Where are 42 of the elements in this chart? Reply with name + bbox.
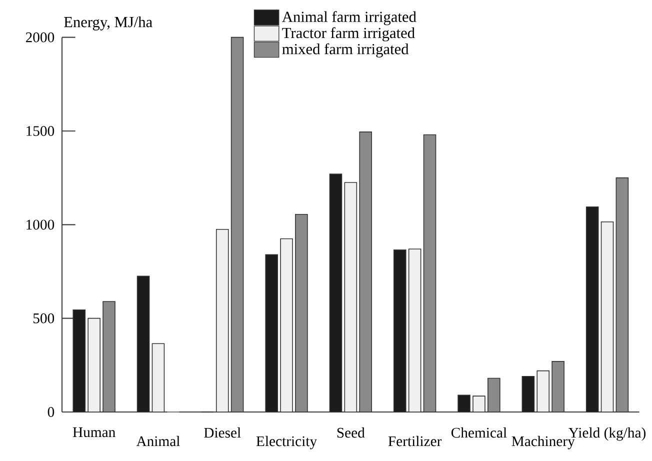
- bar: [359, 132, 372, 412]
- x-tick-label: Human: [72, 427, 116, 438]
- bar: [230, 36, 244, 412]
- bar: [88, 318, 100, 412]
- bar: [216, 228, 229, 412]
- y-tick-label: 0: [48, 407, 54, 417]
- bar: [586, 206, 599, 412]
- bar: [552, 361, 564, 412]
- bar: [408, 248, 422, 412]
- bar: [280, 238, 293, 412]
- legend-label: Tractor farm irrigated: [282, 27, 415, 42]
- legend-label: mixed farm irrigated: [282, 43, 409, 58]
- x-tick-label: Seed: [337, 427, 365, 438]
- bar: [329, 174, 342, 412]
- bar: [136, 276, 150, 412]
- bar: [536, 370, 550, 412]
- bar: [616, 177, 629, 412]
- bar: [600, 221, 614, 412]
- bar: [265, 254, 278, 412]
- bar: [472, 396, 486, 412]
- x-tick-label: Diesel: [204, 427, 241, 438]
- y-tick-label: 1000: [26, 220, 54, 230]
- x-tick-label: Chemical: [451, 427, 507, 438]
- y-tick-label: 500: [33, 313, 54, 324]
- x-tick-label: Machinery: [512, 436, 575, 450]
- x-tick-label: Fertilizer: [388, 436, 442, 446]
- y-tick-label: 2000: [26, 32, 54, 42]
- bar: [295, 214, 308, 412]
- bar: [522, 376, 535, 412]
- bar: [344, 182, 358, 412]
- bar: [72, 310, 86, 412]
- bar: [102, 301, 116, 412]
- bar: [393, 250, 406, 412]
- y-axis-title: Energy, MJ/ha: [64, 16, 152, 30]
- x-tick-label: Animal: [136, 436, 180, 446]
- legend-label: Animal farm irrigated: [282, 11, 416, 26]
- bar: [458, 394, 470, 412]
- y-tick-label: 1500: [26, 126, 54, 136]
- x-tick-label: Electricity: [256, 436, 318, 450]
- bar: [488, 378, 500, 412]
- bar: [423, 134, 436, 412]
- bar: [152, 343, 165, 412]
